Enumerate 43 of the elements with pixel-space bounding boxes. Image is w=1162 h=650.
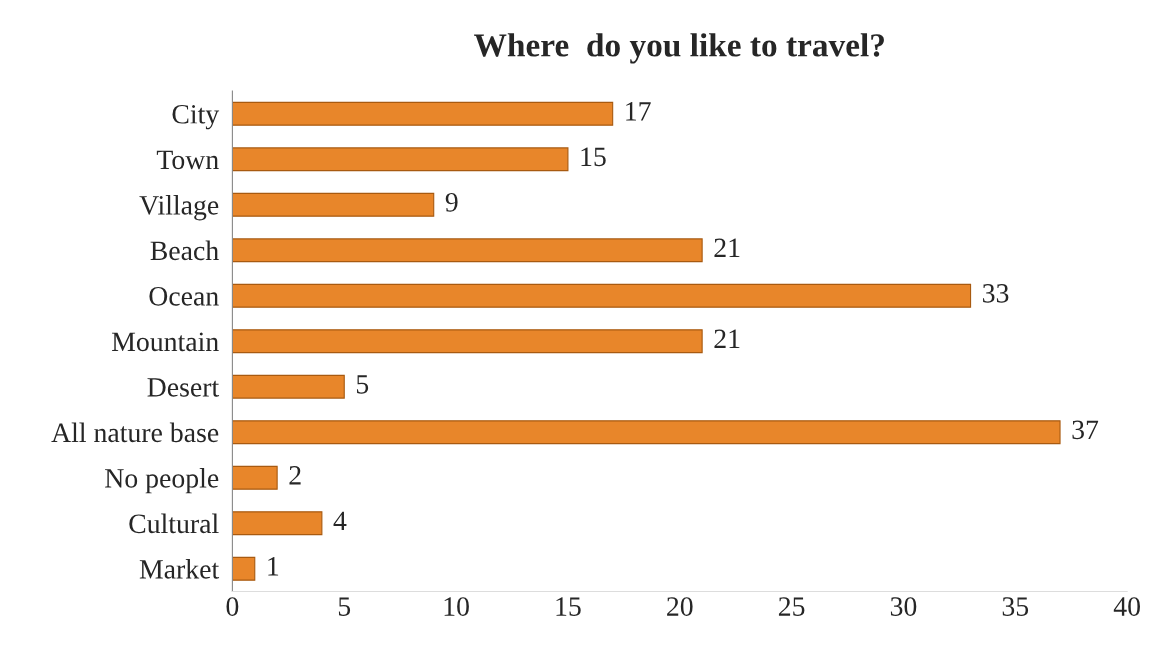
bar bbox=[232, 238, 703, 263]
x-tick-label: 10 bbox=[444, 597, 469, 616]
data-label: 21 bbox=[714, 238, 740, 257]
x-tick-label: 5 bbox=[338, 597, 351, 616]
y-tick-label: Beach bbox=[150, 240, 219, 261]
bar bbox=[232, 465, 278, 490]
x-tick-label: 15 bbox=[556, 597, 581, 616]
data-label: 1 bbox=[268, 557, 279, 576]
bar bbox=[232, 192, 435, 217]
y-tick-label: Village bbox=[139, 195, 219, 221]
x-tick-label: 35 bbox=[1002, 597, 1029, 616]
data-label: 21 bbox=[714, 329, 740, 348]
y-tick-label: Cultural bbox=[129, 513, 219, 534]
x-tick-label: 25 bbox=[778, 597, 805, 616]
data-label: 9 bbox=[445, 193, 458, 212]
bar bbox=[232, 420, 1061, 445]
y-tick-label: All nature base bbox=[51, 422, 219, 443]
data-label: 5 bbox=[356, 375, 369, 394]
data-label: 33 bbox=[983, 284, 1009, 303]
bar bbox=[232, 283, 972, 308]
y-tick-label: Ocean bbox=[149, 286, 219, 306]
data-label: 17 bbox=[626, 102, 651, 121]
bar bbox=[232, 556, 256, 581]
bar bbox=[232, 147, 569, 172]
x-tick-label: 20 bbox=[667, 597, 693, 616]
y-tick-label: Town bbox=[156, 150, 219, 170]
bar bbox=[232, 374, 345, 399]
x-tick-label: 30 bbox=[890, 597, 917, 616]
y-tick-label: Mountain bbox=[111, 332, 219, 352]
chart-title: Where do you like to travel? bbox=[474, 33, 884, 64]
bar bbox=[232, 329, 703, 354]
data-label: 4 bbox=[333, 511, 347, 530]
y-tick-label: No people bbox=[105, 468, 219, 494]
data-label: 15 bbox=[581, 147, 606, 167]
data-label: 2 bbox=[289, 466, 301, 485]
bar bbox=[232, 101, 614, 126]
data-label: 37 bbox=[1072, 420, 1099, 440]
x-tick-label: 40 bbox=[1113, 597, 1140, 616]
x-tick-label: 0 bbox=[226, 597, 239, 616]
y-tick-label: City bbox=[172, 104, 220, 130]
bar bbox=[232, 511, 323, 536]
y-tick-label: Desert bbox=[147, 378, 220, 397]
y-tick-label: Market bbox=[139, 559, 220, 579]
